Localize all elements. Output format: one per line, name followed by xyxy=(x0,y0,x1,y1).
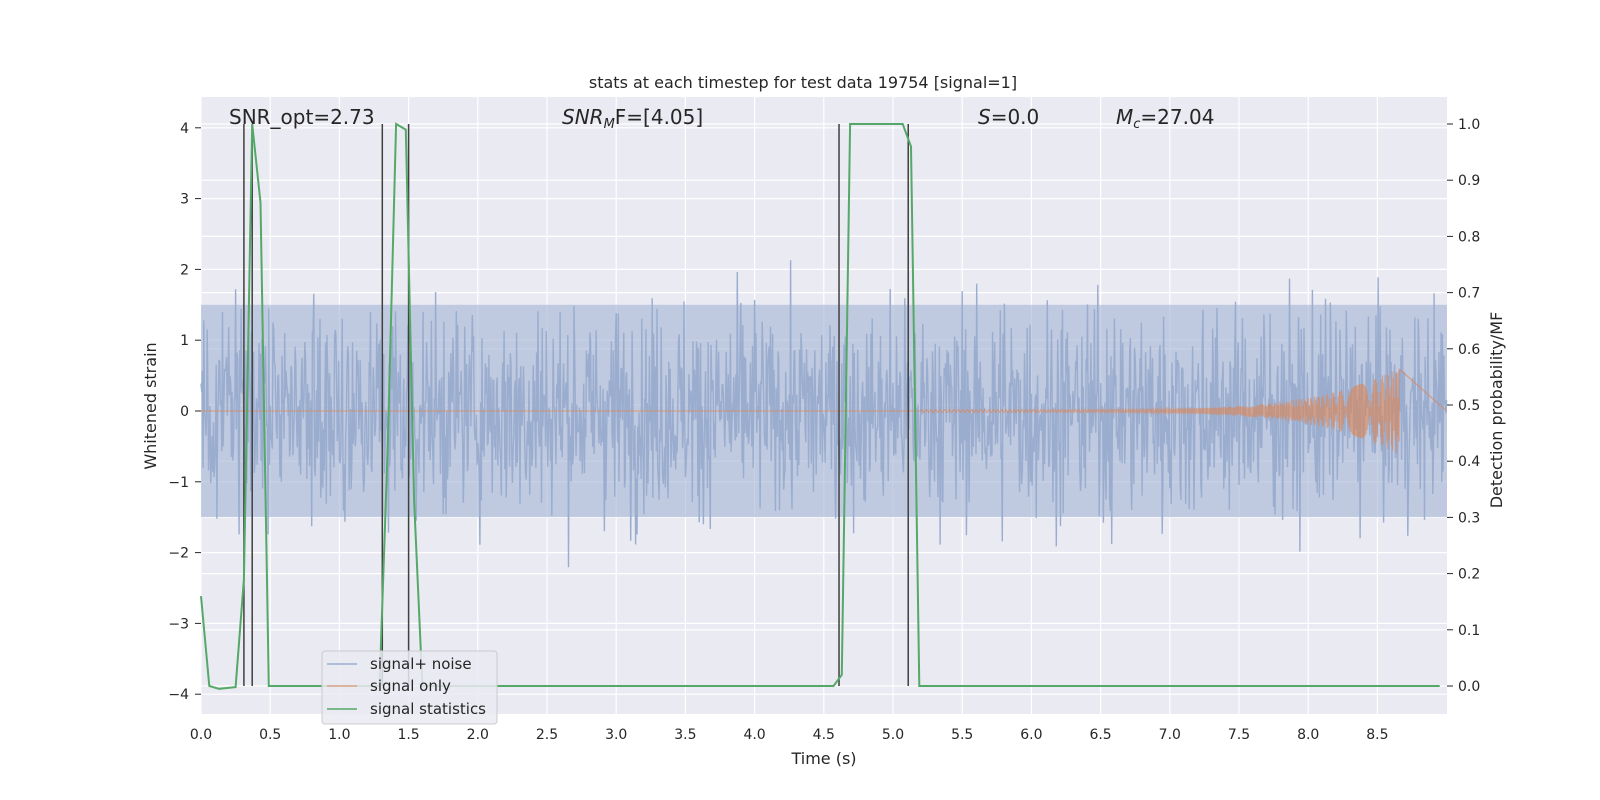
y-tick-label: −4 xyxy=(168,687,189,703)
y-tick-label: 1 xyxy=(180,333,189,349)
legend-label-stats: signal statistics xyxy=(370,700,486,718)
x-tick-label: 5.5 xyxy=(951,727,973,743)
snr-mf-label: SNRMF=[4.05] xyxy=(562,105,703,132)
x-tick-label: 4.0 xyxy=(743,727,765,743)
mc-sub: c xyxy=(1133,117,1140,132)
x-tick-label: 7.5 xyxy=(1228,727,1250,743)
y-tick-label: 2 xyxy=(180,262,189,278)
x-tick-label: 3.0 xyxy=(605,727,627,743)
x-tick-label: 1.5 xyxy=(397,727,419,743)
mc-label: Mc=27.04 xyxy=(1116,105,1214,132)
x-axis-label: Time (s) xyxy=(790,749,856,768)
y-tick-label: 3 xyxy=(180,192,189,208)
x-tick-label: 6.5 xyxy=(1089,727,1111,743)
y-tick-label: −1 xyxy=(168,475,189,491)
chart-title: stats at each timestep for test data 197… xyxy=(589,73,1017,92)
y-axis-ticks: 4 3 2 1 0 −1 −2 −3 −4 xyxy=(168,121,201,703)
y2-tick-label: 0.6 xyxy=(1458,342,1480,358)
y2-tick-label: 0.3 xyxy=(1458,510,1480,526)
x-tick-label: 2.0 xyxy=(467,727,489,743)
legend-label-signal: signal only xyxy=(370,677,451,695)
mc-main: M xyxy=(1116,105,1133,129)
y2-tick-label: 0.0 xyxy=(1458,679,1480,695)
y2-tick-label: 0.2 xyxy=(1458,567,1480,583)
s-label: S=0.0 xyxy=(978,105,1039,129)
legend-label-noise: signal+ noise xyxy=(370,655,472,673)
signal-statistics-series xyxy=(200,122,1440,690)
x-tick-label: 1.0 xyxy=(328,727,350,743)
y2-tick-label: 1.0 xyxy=(1458,117,1480,133)
x-tick-label: 7.0 xyxy=(1159,727,1181,743)
y2-tick-label: 0.7 xyxy=(1458,286,1480,302)
snr-mf-sub: M xyxy=(604,117,615,132)
x-tick-label: 3.5 xyxy=(674,727,696,743)
y2-axis-ticks: 1.0 0.9 0.8 0.7 0.6 0.5 0.4 0.3 0.2 0.1 0.0 xyxy=(1447,117,1480,695)
x-tick-label: 2.5 xyxy=(536,727,558,743)
x-tick-label: 6.0 xyxy=(1020,727,1042,743)
x-tick-label: 8.5 xyxy=(1366,727,1388,743)
snr-mf-main: SNR xyxy=(562,105,604,129)
y2-tick-label: 0.8 xyxy=(1458,229,1480,245)
s-rest: =0.0 xyxy=(991,105,1040,129)
y-tick-label: −2 xyxy=(168,546,189,562)
snr-opt-label: SNR_opt=2.73 xyxy=(229,105,375,129)
y2-tick-label: 0.4 xyxy=(1458,454,1480,470)
annotations: SNR_opt=2.73 SNRMF=[4.05] S=0.0 Mc=27.04 xyxy=(229,105,1214,132)
x-tick-label: 4.5 xyxy=(813,727,835,743)
signal-trace xyxy=(201,367,1448,454)
y2-tick-label: 0.1 xyxy=(1458,623,1480,639)
x-tick-label: 0.5 xyxy=(259,727,281,743)
legend-box xyxy=(321,650,498,725)
x-tick-label: 5.0 xyxy=(882,727,904,743)
legend: signal+ noise signal only signal statist… xyxy=(321,650,498,725)
y2-axis-label: Detection probability/MF xyxy=(1487,312,1506,509)
signal-only-series xyxy=(201,367,1448,454)
snr-mf-rest: F=[4.05] xyxy=(615,105,703,129)
x-tick-label: 8.0 xyxy=(1297,727,1319,743)
s-main: S xyxy=(978,105,991,129)
y-tick-label: 0 xyxy=(180,404,189,420)
y-axis-label: Whitened strain xyxy=(141,342,160,469)
y-tick-label: −3 xyxy=(168,616,189,632)
y-tick-label: 4 xyxy=(180,121,189,137)
x-tick-label: 0.0 xyxy=(190,727,212,743)
mc-rest: =27.04 xyxy=(1140,105,1214,129)
x-axis-ticks: 0.0 0.5 1.0 1.5 2.0 2.5 3.0 3.5 4.0 4.5 5.0 5.5 6.0 6… xyxy=(190,727,1389,743)
y2-tick-label: 0.5 xyxy=(1458,398,1480,414)
y2-tick-label: 0.9 xyxy=(1458,173,1480,189)
